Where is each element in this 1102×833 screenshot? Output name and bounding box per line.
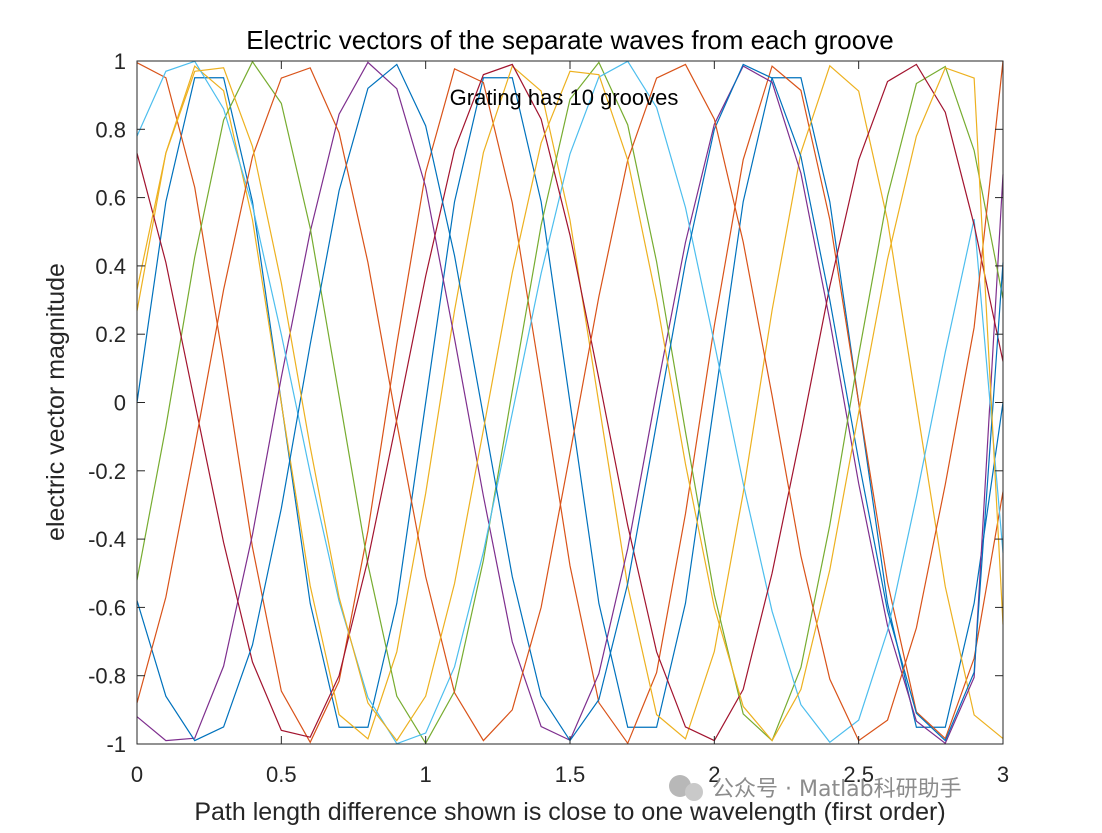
watermark-text: 公众号 · Matlab科研助手 [712, 777, 962, 802]
y-tick-label: 0.2 [95, 322, 126, 347]
y-tick-label: 1 [114, 49, 126, 74]
y-tick-label: 0 [114, 391, 126, 416]
series-line-7 [136, 63, 1004, 742]
x-tick-label: 0.5 [266, 762, 297, 787]
chart-title: Electric vectors of the separate waves f… [246, 25, 893, 55]
chart-annotation: Grating has 10 grooves [450, 85, 679, 110]
y-tick-label: 0.8 [95, 117, 126, 142]
series-line-10 [136, 67, 1004, 742]
series-line-3 [136, 64, 1004, 740]
x-tick-label: 3 [997, 762, 1009, 787]
watermark: 公众号 · Matlab科研助手 [669, 775, 962, 802]
series-layer [136, 60, 1004, 745]
y-axis-label: electric vector magnitude [42, 263, 70, 541]
y-tick-label: -0.4 [88, 527, 126, 552]
series-line-2 [136, 62, 1004, 745]
tick-layer: 0 0.5 1 1.5 2 2.5 3 -1 -0.8 -0.6 -0.4 -0.2 0 0.2 0.4 0.… [88, 49, 1009, 787]
y-tick-label: 0.6 [95, 186, 126, 211]
series-line-1 [136, 77, 1004, 728]
y-tick-label: -0.8 [88, 664, 126, 689]
y-tick-label: 0.4 [95, 254, 126, 279]
series-line-5 [136, 60, 1004, 745]
y-tick-label: -1 [106, 732, 126, 757]
x-axis-label: Path length difference shown is close to… [194, 798, 945, 826]
wechat-icon-secondary [685, 783, 703, 801]
x-tick-label: 2 [708, 762, 720, 787]
x-tick-label: 1 [420, 762, 432, 787]
y-tick-label: -0.2 [88, 459, 126, 484]
x-tick-label: 0 [131, 762, 143, 787]
x-tick-label: 2.5 [843, 762, 874, 787]
x-tick-label: 1.5 [555, 762, 586, 787]
y-tick-label: -0.6 [88, 595, 126, 620]
series-line-6 [136, 60, 1004, 745]
